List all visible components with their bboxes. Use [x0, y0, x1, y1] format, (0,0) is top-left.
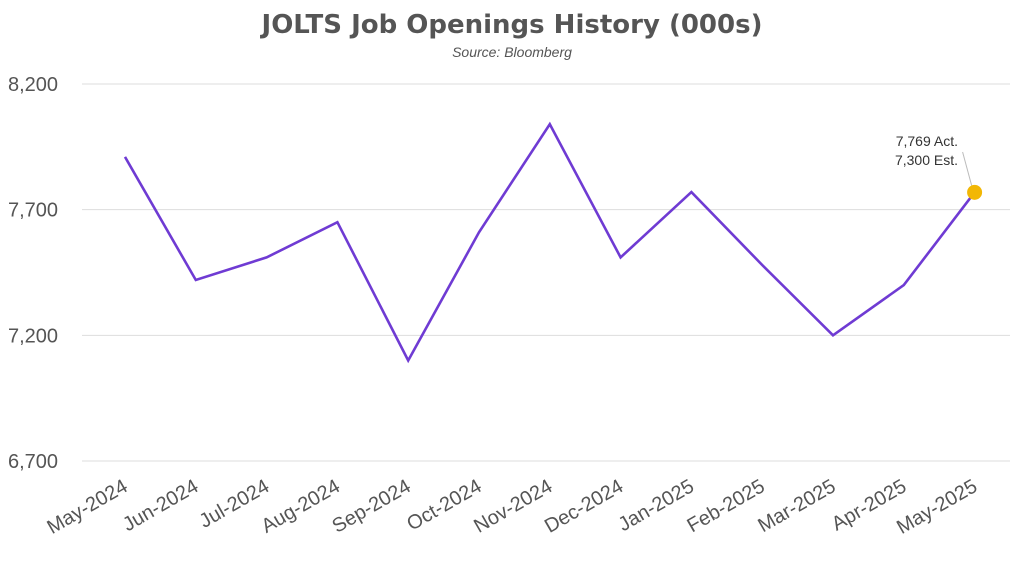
data-point-marker	[967, 184, 983, 200]
x-tick-label: Sep-2024	[329, 475, 415, 537]
x-tick-label: May-2025	[893, 475, 981, 539]
annotation-estimate: 7,300 Est.	[895, 152, 958, 168]
series-line	[123, 121, 976, 364]
x-tick-label: Nov-2024	[470, 475, 556, 537]
x-tick-label: Mar-2025	[754, 475, 839, 537]
y-tick-label: 7,700	[8, 200, 58, 222]
y-tick-label: 7,200	[8, 325, 58, 347]
chart-title: JOLTS Job Openings History (000s)	[261, 10, 763, 40]
x-tick-label: May-2024	[43, 475, 131, 539]
x-tick-label: Oct-2024	[403, 475, 485, 535]
y-tick-label: 6,700	[8, 451, 58, 473]
x-tick-label: Jan-2025	[615, 475, 698, 536]
x-tick-label: Jun-2024	[119, 475, 202, 536]
x-tick-label: Aug-2024	[258, 475, 344, 537]
chart-subtitle: Source: Bloomberg	[452, 44, 572, 60]
annotation-actual: 7,769 Act.	[896, 133, 958, 149]
x-tick-label: Feb-2025	[684, 475, 769, 537]
annotation-leader	[962, 151, 973, 186]
y-tick-label: 8,200	[8, 74, 58, 96]
x-tick-label: Dec-2024	[541, 475, 627, 537]
